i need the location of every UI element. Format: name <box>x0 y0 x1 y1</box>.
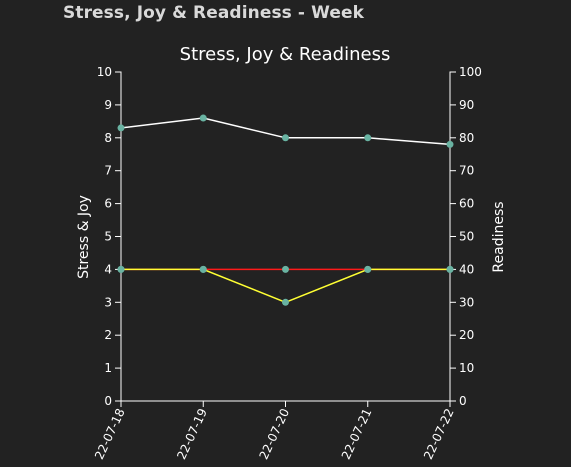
data-points <box>117 114 454 306</box>
series-lines <box>120 117 451 304</box>
y-left-tick-label: 2 <box>104 328 112 342</box>
chart-title: Stress, Joy & Readiness <box>180 44 391 65</box>
x-tick-label: 22-07-21 <box>339 406 375 461</box>
data-point-series-0 <box>199 114 207 122</box>
data-point-series-2 <box>117 265 125 273</box>
y-right-tick-label: 100 <box>459 65 482 79</box>
y-left-tick-label: 6 <box>104 197 112 211</box>
x-tick-label: 22-07-20 <box>257 406 293 461</box>
y-left-tick-label: 7 <box>104 164 112 178</box>
y-right-tick-label: 60 <box>459 197 474 211</box>
data-point-series-2 <box>446 265 454 273</box>
y-right-tick-label: 70 <box>459 164 474 178</box>
data-point-series-0 <box>446 140 454 148</box>
y-right-tick-label: 10 <box>459 361 474 375</box>
y-right-tick-label: 90 <box>459 98 474 112</box>
y-left-tick-label: 1 <box>104 361 112 375</box>
y-left-tick-label: 4 <box>104 262 112 276</box>
x-tick-label: 22-07-22 <box>421 406 457 461</box>
y-right-tick-label: 50 <box>459 230 474 244</box>
y-left-tick-label: 0 <box>104 394 112 408</box>
y-right-tick-label: 30 <box>459 295 474 309</box>
series-line-2 <box>121 268 450 304</box>
y-left-tick-label: 8 <box>104 131 112 145</box>
x-tick-label: 22-07-19 <box>174 406 210 461</box>
y-left-tick-label: 9 <box>104 98 112 112</box>
y-left-tick-label: 10 <box>97 65 112 79</box>
y-right-tick-label: 0 <box>459 394 467 408</box>
data-point-series-0 <box>282 134 289 142</box>
y-right-tick-label: 20 <box>459 328 474 342</box>
y-axis-right-title: Readiness <box>491 201 507 272</box>
y-right-tick-label: 80 <box>459 131 474 145</box>
data-point-series-1 <box>282 265 289 273</box>
y-axis-left-title: Stress & Joy <box>76 195 92 279</box>
data-point-series-2 <box>199 265 207 273</box>
y-left-tick-label: 3 <box>104 295 112 309</box>
x-tick-label: 22-07-18 <box>92 406 128 461</box>
y-left-tick-label: 5 <box>104 230 112 244</box>
data-point-series-0 <box>117 124 125 132</box>
page-heading: Stress, Joy & Readiness - Week <box>63 3 365 23</box>
y-right-tick-label: 40 <box>459 262 474 276</box>
data-point-series-2 <box>364 265 372 273</box>
data-point-series-2 <box>282 298 289 306</box>
data-point-series-0 <box>364 134 372 142</box>
